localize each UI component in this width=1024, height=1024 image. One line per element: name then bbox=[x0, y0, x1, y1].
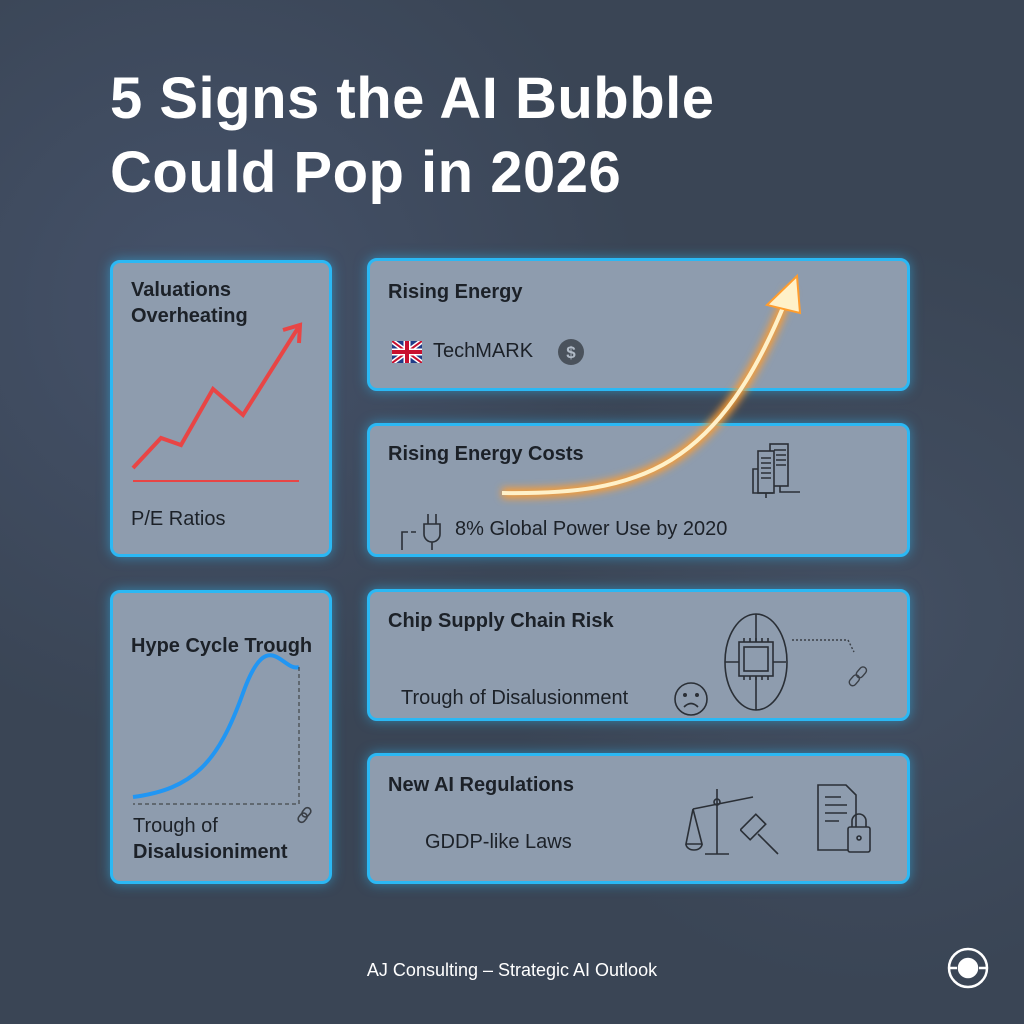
card-label: GDDP-like Laws bbox=[425, 831, 572, 853]
brand-logo-icon bbox=[947, 947, 989, 989]
chip-globe-icon bbox=[724, 613, 788, 711]
page-title: 5 Signs the AI Bubble Could Pop in 2026 bbox=[110, 62, 715, 210]
dollar-icon: $ bbox=[558, 339, 584, 365]
sad-face-icon bbox=[674, 682, 708, 716]
card-title: New AI Regulations bbox=[388, 774, 574, 796]
card-energy-costs: Rising Energy Costs 8% Global Power Use … bbox=[367, 423, 910, 557]
card-hype-cycle: Hype Cycle Trough Trough of Disalusionim… bbox=[110, 590, 332, 884]
gavel-icon bbox=[740, 813, 779, 855]
chain-link-icon bbox=[792, 639, 868, 687]
card-label: 8% Global Power Use by 2020 bbox=[455, 518, 728, 540]
card-title: Rising Energy Costs bbox=[388, 443, 584, 465]
svg-text:$: $ bbox=[566, 343, 576, 362]
card-title: Rising Energy bbox=[388, 281, 523, 303]
rising-line-chart-icon bbox=[131, 322, 303, 482]
card-rising-energy: Rising Energy TechMARK $ bbox=[367, 258, 910, 391]
title-line-1: 5 Signs the AI Bubble bbox=[110, 66, 715, 131]
card-label-line-2: Disalusioniment bbox=[133, 841, 288, 863]
scales-icon bbox=[685, 789, 754, 855]
s-curve-icon bbox=[132, 653, 300, 805]
card-regulations: New AI Regulations GDDP-like Laws bbox=[367, 753, 910, 884]
title-line-2: Could Pop in 2026 bbox=[110, 140, 622, 205]
locked-document-icon bbox=[817, 784, 871, 853]
uk-flag-icon bbox=[392, 341, 422, 363]
card-valuations: Valuations Overheating P/E Ratios bbox=[110, 260, 332, 557]
card-title: Chip Supply Chain Risk bbox=[388, 610, 614, 632]
card-chip-supply: Chip Supply Chain Risk Trough of Disalus… bbox=[367, 589, 910, 721]
footer-credit: AJ Consulting – Strategic AI Outlook bbox=[366, 960, 658, 980]
card-label: P/E Ratios bbox=[131, 508, 226, 530]
card-label: Trough of Disalusionment bbox=[401, 687, 629, 709]
card-label-line-1: Trough of bbox=[133, 815, 218, 837]
card-title: Hype Cycle Trough bbox=[131, 635, 313, 657]
servers-icon bbox=[752, 443, 800, 498]
chain-link-icon bbox=[297, 806, 312, 824]
card-title: Valuations Overheating bbox=[131, 279, 248, 327]
card-label: TechMARK bbox=[433, 340, 534, 362]
plug-icon bbox=[401, 514, 441, 550]
